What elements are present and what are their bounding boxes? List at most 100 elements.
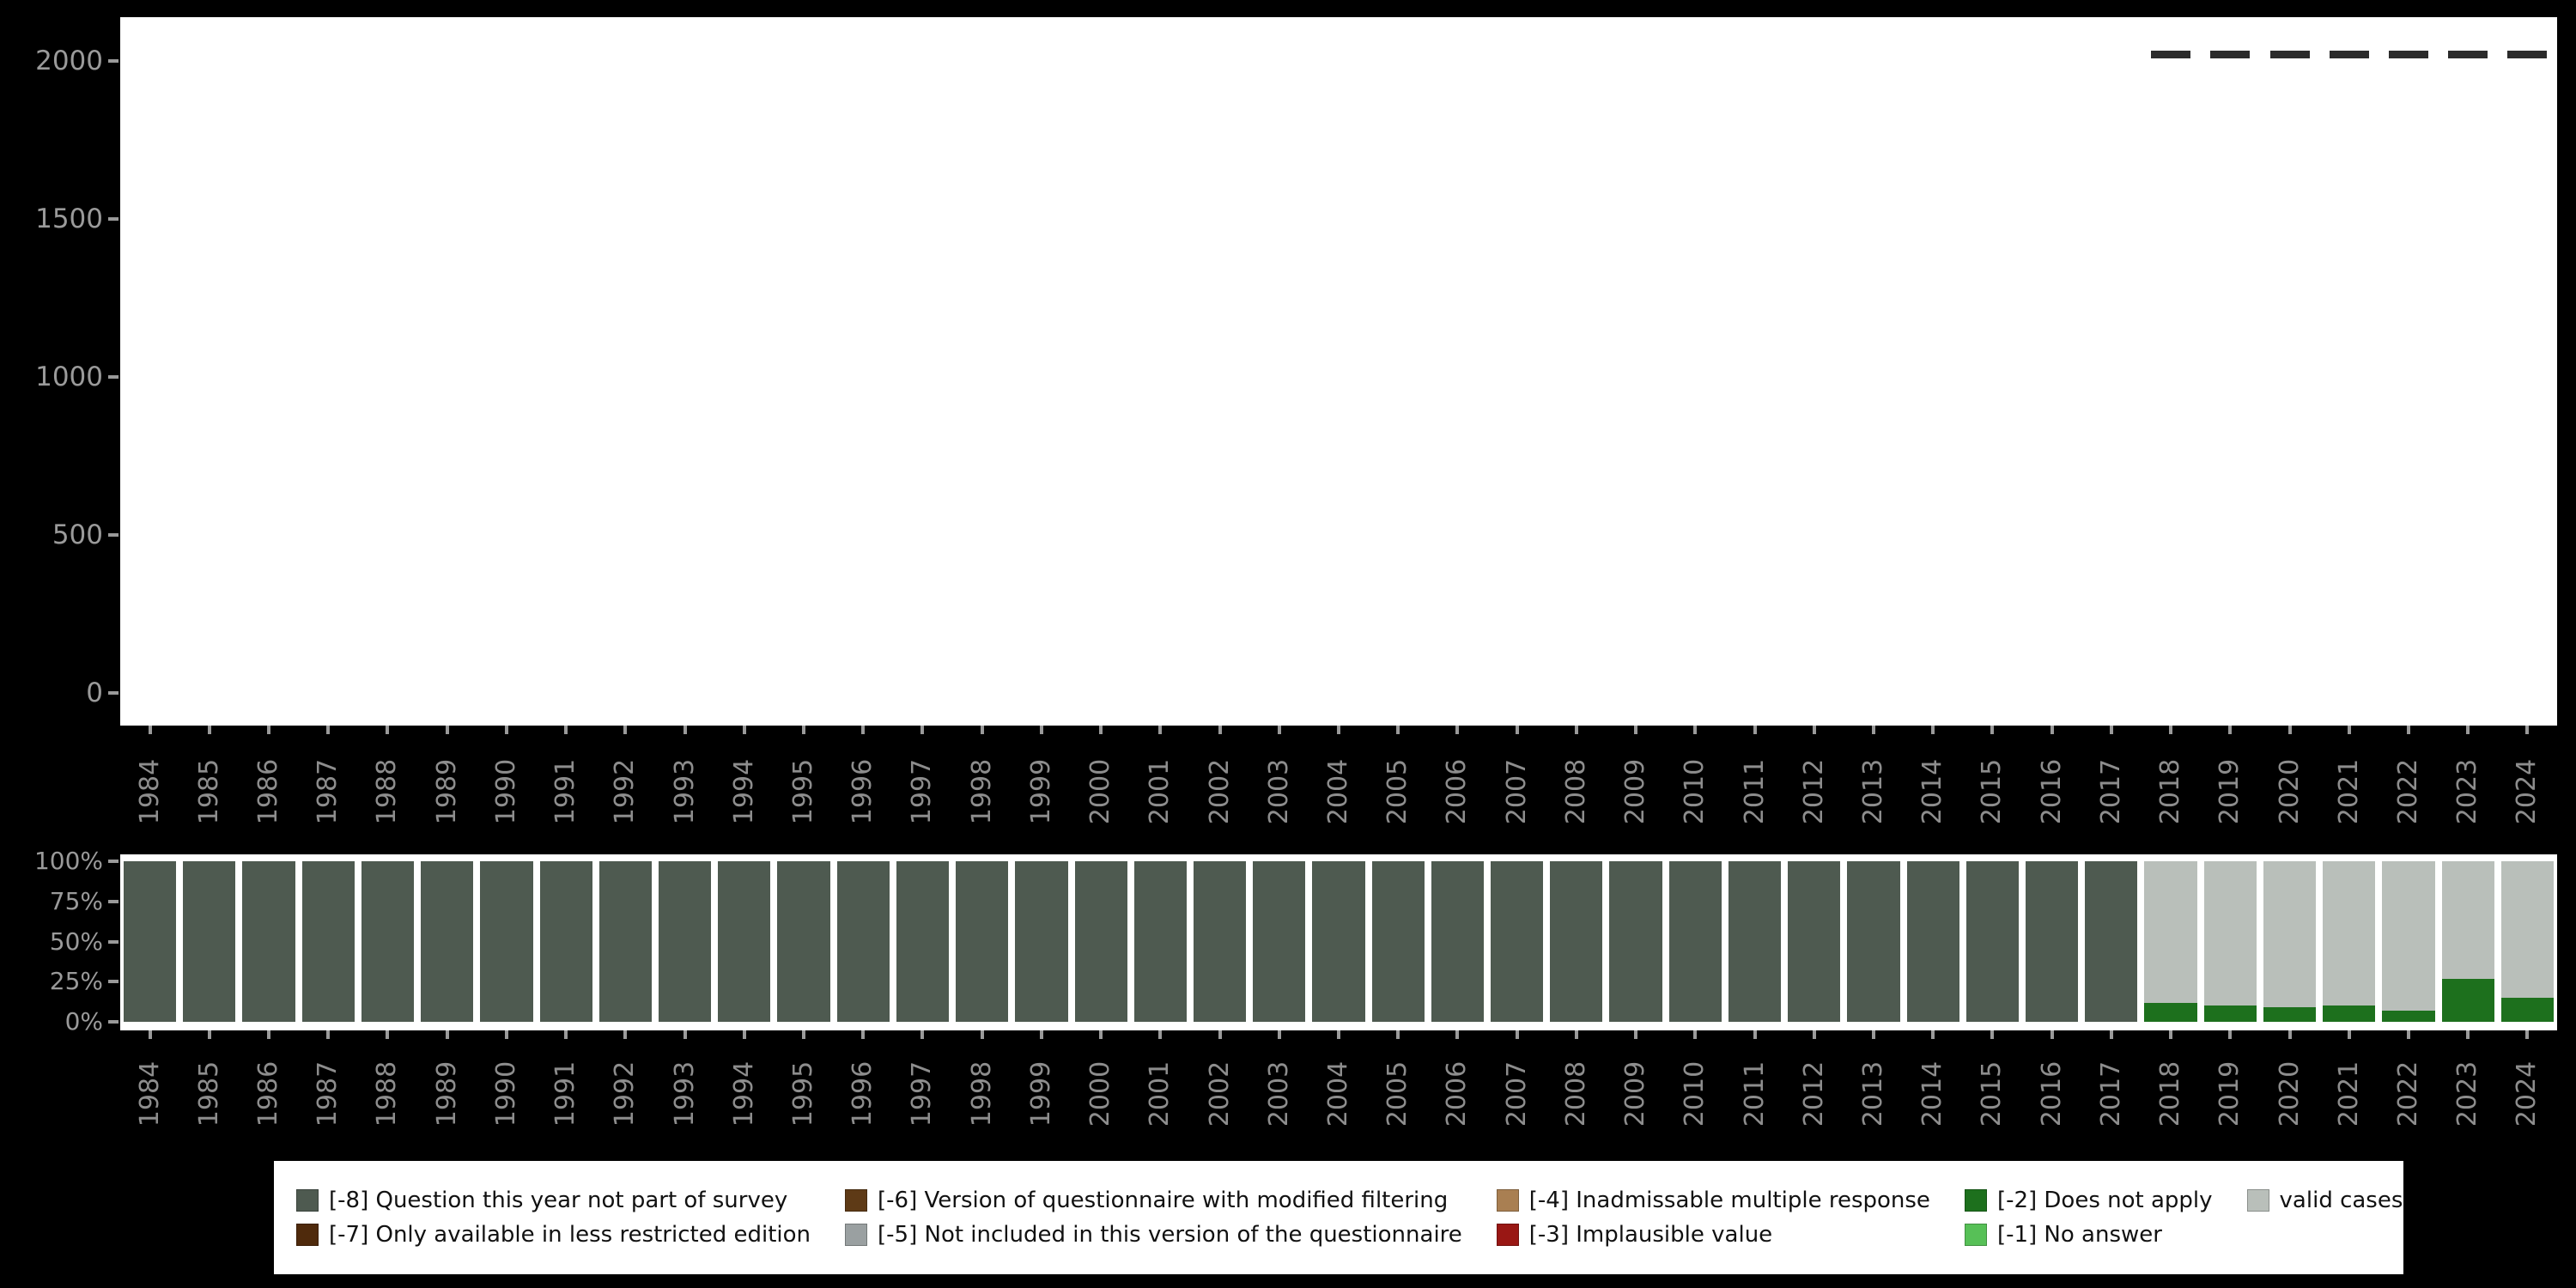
x-tick-label: 2005 — [1382, 1060, 1413, 1127]
x-tick-label: 2011 — [1739, 758, 1770, 825]
legend: [-8] Question this year not part of surv… — [274, 1161, 2403, 1274]
x-tick-mark — [623, 726, 628, 734]
x-tick-label: 2009 — [1620, 1060, 1651, 1127]
x-tick-label: 2013 — [1857, 1060, 1888, 1127]
bar-segment — [2500, 997, 2554, 1022]
x-tick-label: 1989 — [431, 758, 462, 825]
legend-item: [-4] Inadmissable multiple response — [1496, 1188, 1930, 1213]
x-tick-label: 1995 — [788, 758, 819, 825]
x-tick-label: 1999 — [1025, 1060, 1056, 1127]
stacked-bar — [2144, 854, 2197, 1030]
stacked-bar — [777, 854, 830, 1030]
x-tick-label: 1993 — [669, 758, 700, 825]
legend-item: [-6] Version of questionnaire with modif… — [845, 1188, 1462, 1213]
x-tick-mark — [802, 1030, 806, 1039]
x-tick-mark — [2287, 726, 2292, 734]
x-tick-label: 2003 — [1263, 1060, 1294, 1127]
x-tick-mark — [742, 726, 746, 734]
y-tick-mark — [108, 59, 118, 63]
bar-segment — [2441, 861, 2494, 979]
stacked-bar — [1015, 854, 1068, 1030]
x-tick-mark — [1515, 1030, 1519, 1039]
x-tick-mark — [1337, 726, 1340, 734]
bar-segment — [539, 861, 592, 1022]
legend-item: [-5] Not included in this version of the… — [845, 1222, 1462, 1248]
x-tick-mark — [1039, 726, 1043, 734]
x-tick-label: 2016 — [2036, 1060, 2067, 1127]
x-tick-label: 2019 — [2215, 758, 2245, 825]
x-tick-label: 1996 — [848, 1060, 878, 1127]
legend-item: [-3] Implausible value — [1496, 1222, 1930, 1248]
x-tick-label: 2014 — [1917, 758, 1948, 825]
x-tick-mark — [386, 726, 390, 734]
x-tick-mark — [1753, 1030, 1757, 1039]
cases-per-year-plot — [120, 17, 2557, 726]
y-tick-mark — [108, 860, 118, 863]
x-tick-label: 1997 — [907, 758, 938, 825]
x-tick-label: 2008 — [1560, 758, 1591, 825]
legend-label: [-6] Version of questionnaire with modif… — [878, 1188, 1449, 1213]
stacked-bar — [1074, 854, 1127, 1030]
case-count-dash — [2329, 50, 2369, 58]
x-tick-mark — [386, 1030, 390, 1039]
bar-segment — [2085, 861, 2138, 1022]
stacked-bar — [956, 854, 1009, 1030]
bar-segment — [1431, 861, 1485, 1022]
stacked-bar — [539, 854, 592, 1030]
legend-swatch — [1964, 1189, 1987, 1212]
stacked-bar — [361, 854, 415, 1030]
bar-segment — [1253, 861, 1306, 1022]
x-tick-label: 2019 — [2215, 1060, 2245, 1127]
x-tick-label: 2012 — [1798, 758, 1829, 825]
bar-segment — [421, 861, 474, 1022]
x-tick-label: 2010 — [1680, 1060, 1710, 1127]
x-tick-mark — [1871, 1030, 1875, 1039]
y-tick-label: 0% — [64, 1007, 103, 1036]
x-tick-label: 1992 — [610, 758, 641, 825]
x-tick-label: 2023 — [2452, 758, 2483, 825]
legend-label: [-3] Implausible value — [1528, 1222, 1773, 1248]
bar-segment — [301, 861, 355, 1022]
bar-segment — [1550, 861, 1603, 1022]
x-tick-label: 1994 — [728, 758, 759, 825]
x-tick-mark — [1158, 726, 1163, 734]
y-tick-mark — [108, 375, 118, 379]
y-tick-label: 2000 — [35, 46, 103, 76]
bar-segment — [2323, 1005, 2376, 1022]
x-tick-label: 2006 — [1442, 1060, 1473, 1127]
bar-segment — [2500, 861, 2554, 998]
stacked-bar — [1253, 854, 1306, 1030]
x-tick-mark — [1693, 1030, 1698, 1039]
y-tick-mark — [108, 939, 118, 944]
stacked-bar — [2203, 854, 2257, 1030]
legend-label: [-2] Does not apply — [1996, 1188, 2213, 1213]
legend-item: [-7] Only available in less restricted e… — [296, 1222, 811, 1248]
legend-label: [-1] No answer — [1996, 1222, 2162, 1248]
x-tick-mark — [2109, 726, 2113, 734]
stacked-bar — [598, 854, 652, 1030]
case-count-dash — [2269, 50, 2310, 58]
stacked-bar — [2085, 854, 2138, 1030]
legend-swatch — [296, 1224, 319, 1246]
legend-swatch — [296, 1189, 319, 1212]
bar-segment — [1609, 861, 1662, 1022]
x-tick-label: 2014 — [1917, 1060, 1948, 1127]
x-tick-mark — [1039, 1030, 1043, 1039]
x-tick-mark — [2466, 726, 2470, 734]
x-tick-label: 2012 — [1798, 1060, 1829, 1127]
stacked-bar — [2441, 854, 2494, 1030]
x-tick-mark — [2050, 726, 2054, 734]
x-tick-mark — [267, 726, 271, 734]
x-tick-label: 2000 — [1085, 758, 1116, 825]
y-tick-mark — [108, 1020, 118, 1024]
x-tick-label: 1984 — [134, 758, 165, 825]
y-tick-mark — [108, 217, 118, 221]
x-tick-mark — [207, 726, 211, 734]
x-tick-label: 1987 — [313, 758, 343, 825]
bar-segment — [1847, 861, 1900, 1022]
x-tick-label: 1985 — [193, 758, 224, 825]
x-tick-mark — [2406, 1030, 2410, 1039]
x-tick-label: 1989 — [431, 1060, 462, 1127]
stacked-bar — [1906, 854, 1959, 1030]
x-tick-label: 1991 — [550, 758, 581, 825]
